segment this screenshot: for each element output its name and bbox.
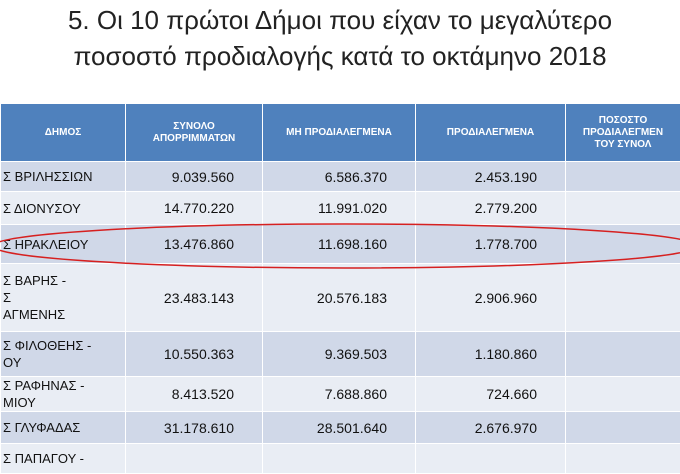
percent-cell bbox=[566, 444, 680, 474]
header-text: ΣΥΝΟΛΟ bbox=[130, 121, 258, 133]
municipality-text: Σ ΓΛΥΦΑΔΑΣ bbox=[3, 419, 117, 436]
percent-cell bbox=[566, 264, 680, 332]
table-row: Σ ΠΑΠΑΓΟΥ - bbox=[1, 444, 680, 474]
value-cell: 9.369.503 bbox=[263, 332, 416, 377]
value-cell: 1.180.860 bbox=[416, 332, 566, 377]
header-text: ΜΗ ΠΡΟΔΙΑΛΕΓΜΕΝΑ bbox=[267, 127, 411, 139]
percent-cell bbox=[566, 377, 680, 412]
column-header: ΜΗ ΠΡΟΔΙΑΛΕΓΜΕΝΑ bbox=[263, 104, 416, 162]
value-cell: 11.698.160 bbox=[263, 225, 416, 264]
value-cell bbox=[263, 444, 416, 474]
value-cell: 10.550.363 bbox=[126, 332, 263, 377]
value-cell: 28.501.640 bbox=[263, 412, 416, 444]
municipality-text: Σ ΦΙΛΟΘΕΗΣ - bbox=[3, 337, 117, 354]
municipality-text: ΜΙΟΥ bbox=[3, 394, 117, 411]
page: {"header": {"title_lines": ["5. Οι 10 πρ… bbox=[0, 0, 680, 460]
slide-title: 5. Οι 10 πρώτοι Δήμοι που είχαν το μεγαλ… bbox=[0, 2, 680, 74]
municipality-text: Σ ΠΑΠΑΓΟΥ - bbox=[3, 450, 117, 467]
percent-cell bbox=[566, 162, 680, 192]
municipality-text: Σ ΡΑΦΗΝΑΣ - bbox=[3, 377, 117, 394]
municipality-cell: Σ ΗΡΑΚΛΕΙΟΥ bbox=[1, 225, 126, 264]
header-text: ΠΡΟΔΙΑΛΕΓΜΕΝΑ bbox=[420, 127, 561, 139]
header-text: ΠΟΣΟΣΤΟ bbox=[570, 115, 676, 127]
municipality-cell: Σ ΦΙΛΟΘΕΗΣ -ΟΥ bbox=[1, 332, 126, 377]
value-cell: 6.586.370 bbox=[263, 162, 416, 192]
value-cell: 8.413.520 bbox=[126, 377, 263, 412]
header-text: ΠΡΟΔΙΑΛΕΓΜΕΝ bbox=[570, 127, 676, 139]
municipality-text: ΑΓΜΕΝΗΣ bbox=[3, 306, 117, 323]
municipality-text: Σ ΔΙΟΝΥΣΟΥ bbox=[3, 200, 117, 217]
municipality-text: Σ ΒΑΡΗΣ - bbox=[3, 272, 117, 289]
value-cell: 14.770.220 bbox=[126, 192, 263, 225]
municipality-cell: Σ ΒΡΙΛΗΣΣΙΩΝ bbox=[1, 162, 126, 192]
value-cell: 9.039.560 bbox=[126, 162, 263, 192]
value-cell: 2.906.960 bbox=[416, 264, 566, 332]
percent-cell bbox=[566, 332, 680, 377]
percent-cell bbox=[566, 225, 680, 264]
value-cell: 2.676.970 bbox=[416, 412, 566, 444]
column-header: ΠΡΟΔΙΑΛΕΓΜΕΝΑ bbox=[416, 104, 566, 162]
value-cell: 7.688.860 bbox=[263, 377, 416, 412]
value-cell: 11.991.020 bbox=[263, 192, 416, 225]
value-cell: 31.178.610 bbox=[126, 412, 263, 444]
header-text: ΑΠΟΡΡΙΜΜΑΤΩΝ bbox=[130, 133, 258, 145]
municipality-text: Σ ΒΡΙΛΗΣΣΙΩΝ bbox=[3, 168, 117, 185]
value-cell: 13.476.860 bbox=[126, 225, 263, 264]
header-text: ΔΗΜΟΣ bbox=[5, 127, 121, 139]
percent-cell bbox=[566, 412, 680, 444]
value-cell: 23.483.143 bbox=[126, 264, 263, 332]
municipality-cell: Σ ΔΙΟΝΥΣΟΥ bbox=[1, 192, 126, 225]
title-line: ποσοστό προδιαλογής κατά το οκτάμηνο 201… bbox=[0, 38, 680, 74]
value-cell: 2.779.200 bbox=[416, 192, 566, 225]
value-cell: 20.576.183 bbox=[263, 264, 416, 332]
value-cell: 724.660 bbox=[416, 377, 566, 412]
value-cell: 1.778.700 bbox=[416, 225, 566, 264]
value-cell bbox=[126, 444, 263, 474]
value-cell bbox=[416, 444, 566, 474]
municipality-cell: Σ ΠΑΠΑΓΟΥ - bbox=[1, 444, 126, 474]
header-text: ΤΟΥ ΣΥΝΟΛ bbox=[570, 139, 676, 151]
municipality-text: Σ ΗΡΑΚΛΕΙΟΥ bbox=[3, 236, 117, 253]
title-line: 5. Οι 10 πρώτοι Δήμοι που είχαν το μεγαλ… bbox=[0, 2, 680, 38]
municipality-text: Σ bbox=[3, 289, 117, 306]
municipality-text: ΟΥ bbox=[3, 354, 117, 371]
percent-cell bbox=[566, 192, 680, 225]
value-cell: 2.453.190 bbox=[416, 162, 566, 192]
municipality-cell: Σ ΡΑΦΗΝΑΣ -ΜΙΟΥ bbox=[1, 377, 126, 412]
municipality-cell: Σ ΓΛΥΦΑΔΑΣ bbox=[1, 412, 126, 444]
column-header: ΔΗΜΟΣ bbox=[1, 104, 126, 162]
